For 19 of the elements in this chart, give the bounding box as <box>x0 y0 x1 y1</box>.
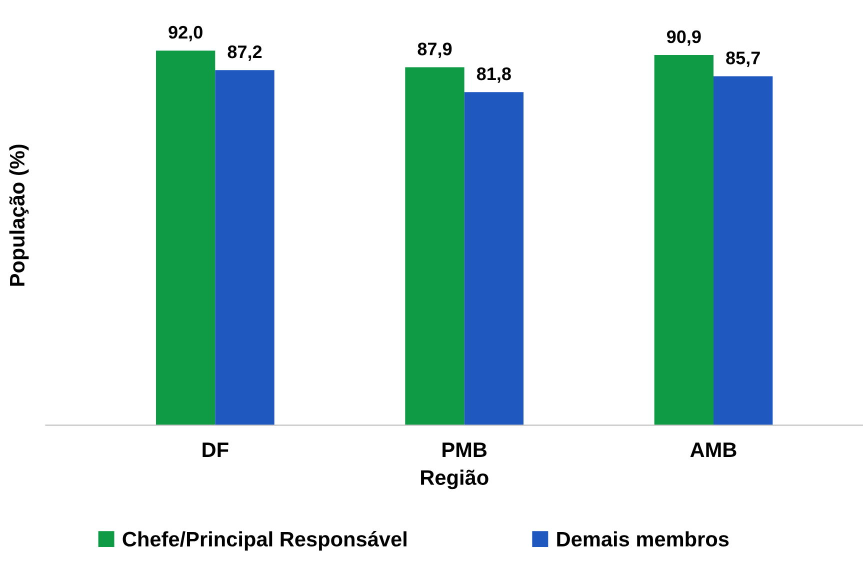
data-label: 85,7 <box>726 52 760 67</box>
data-label: 87,9 <box>418 42 452 58</box>
y-axis-title: População (%) <box>9 144 29 286</box>
data-label: 92,0 <box>168 26 202 42</box>
x-tick-label: AMB <box>690 442 736 457</box>
x-tick-label: DF <box>202 442 228 457</box>
bar <box>714 76 773 426</box>
bar <box>654 55 714 426</box>
x-axis-title: Região <box>421 470 488 490</box>
x-tick-label: PMB <box>442 442 487 457</box>
legend-label: Demais membros <box>557 531 729 547</box>
bar <box>156 50 216 426</box>
bar <box>215 70 274 426</box>
bar <box>464 92 524 426</box>
bar <box>405 67 464 426</box>
data-label: 81,8 <box>476 67 511 83</box>
data-label: 87,2 <box>228 45 262 61</box>
data-label: 90,9 <box>666 30 701 46</box>
legend-label: Chefe/Principal Responsável <box>122 531 406 551</box>
